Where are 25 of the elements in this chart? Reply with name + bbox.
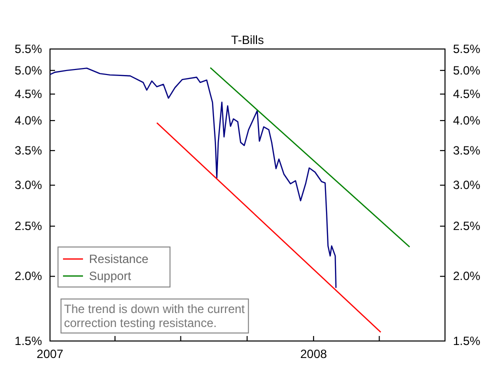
text: 4.5% [14, 86, 42, 101]
text: 5.5% [14, 42, 42, 56]
y-tick-label: 5.0% [453, 63, 481, 78]
chart-title: T-Bills [231, 33, 264, 47]
text: 5.0% [14, 63, 42, 78]
y-tick-label: 5.5% [453, 42, 481, 56]
y-tick-label: 4.5% [453, 86, 481, 101]
text: 2.0% [14, 269, 42, 284]
legend-label: Support [89, 269, 132, 283]
y-tick-label: 3.5% [453, 143, 481, 158]
text: 3.0% [14, 178, 42, 192]
text: 3.5% [14, 143, 42, 158]
y-tick-label: 3.0% [453, 178, 481, 192]
text: 2.5% [14, 219, 42, 234]
y-tick-label: 2.5% [453, 219, 481, 234]
legend-label: Resistance [89, 252, 149, 266]
text: 4.0% [14, 113, 42, 128]
line-series [49, 68, 337, 288]
y-tick-label: 2.0% [453, 269, 481, 284]
text: 1.5% [14, 334, 42, 348]
x-tick-label: 2007 [36, 347, 64, 361]
x-tick-label: 2008 [300, 347, 328, 361]
y-tick-label: 1.5% [453, 334, 481, 348]
y-tick-label: 4.0% [453, 113, 481, 128]
annotation: The trend is down with the current correction testing resistance. [64, 302, 246, 330]
